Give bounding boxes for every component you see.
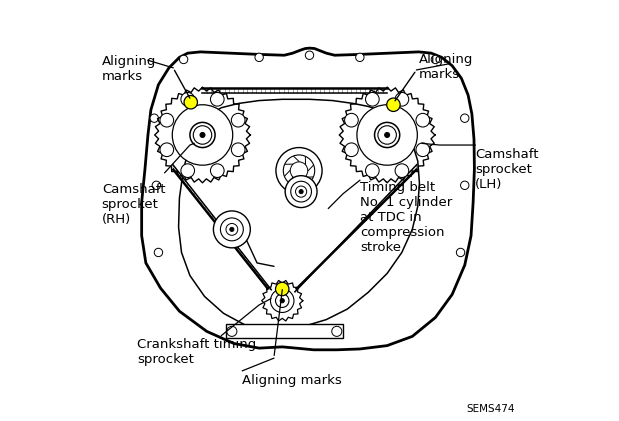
Circle shape (280, 298, 284, 303)
Circle shape (285, 176, 317, 208)
Circle shape (181, 164, 194, 178)
Circle shape (160, 143, 174, 157)
Circle shape (395, 93, 409, 106)
Text: Camshaft
sprocket
(LH): Camshaft sprocket (LH) (475, 147, 539, 191)
Circle shape (154, 248, 163, 257)
Circle shape (172, 105, 233, 165)
Text: Aligning marks: Aligning marks (243, 374, 342, 387)
Circle shape (200, 133, 205, 138)
Circle shape (230, 227, 234, 232)
Circle shape (226, 224, 238, 235)
Circle shape (345, 113, 358, 127)
Circle shape (461, 181, 469, 189)
Circle shape (374, 123, 400, 147)
Text: Camshaft
sprocket
(RH): Camshaft sprocket (RH) (102, 183, 165, 226)
Circle shape (299, 189, 303, 194)
Circle shape (291, 181, 311, 202)
Circle shape (150, 114, 158, 123)
Circle shape (160, 113, 174, 127)
Circle shape (356, 53, 364, 61)
Circle shape (461, 114, 469, 123)
Circle shape (184, 96, 197, 109)
Circle shape (181, 93, 194, 106)
Circle shape (152, 181, 160, 189)
Text: Aligning
marks: Aligning marks (418, 53, 473, 81)
Circle shape (384, 133, 389, 138)
Circle shape (332, 326, 342, 336)
Circle shape (345, 143, 358, 157)
Circle shape (416, 113, 430, 127)
Circle shape (255, 53, 263, 61)
Circle shape (220, 218, 243, 241)
Circle shape (378, 126, 396, 144)
Circle shape (395, 164, 409, 178)
Circle shape (387, 98, 400, 112)
Circle shape (295, 186, 306, 197)
Circle shape (290, 162, 308, 179)
Circle shape (271, 289, 294, 312)
Circle shape (416, 143, 430, 157)
Circle shape (210, 164, 224, 178)
Circle shape (275, 282, 289, 296)
Circle shape (276, 147, 322, 194)
Circle shape (431, 55, 439, 64)
Circle shape (365, 93, 379, 106)
Circle shape (190, 123, 215, 147)
Circle shape (232, 113, 245, 127)
Circle shape (227, 326, 237, 336)
Circle shape (275, 294, 289, 307)
Circle shape (357, 105, 417, 165)
Text: Crankshaft timing
sprocket: Crankshaft timing sprocket (137, 338, 257, 367)
Circle shape (180, 55, 188, 64)
Circle shape (193, 126, 212, 144)
Text: SEMS474: SEMS474 (467, 404, 515, 414)
Text: Timing belt
No. 1 cylinder
at TDC in
compression
stroke: Timing belt No. 1 cylinder at TDC in com… (360, 181, 452, 254)
Circle shape (456, 248, 465, 257)
Polygon shape (142, 48, 474, 350)
Circle shape (305, 51, 314, 59)
Circle shape (214, 211, 250, 248)
Circle shape (232, 143, 245, 157)
Circle shape (210, 93, 224, 106)
Circle shape (365, 164, 379, 178)
Circle shape (284, 155, 314, 187)
Text: Aligning
marks: Aligning marks (102, 55, 156, 83)
Polygon shape (225, 324, 343, 338)
